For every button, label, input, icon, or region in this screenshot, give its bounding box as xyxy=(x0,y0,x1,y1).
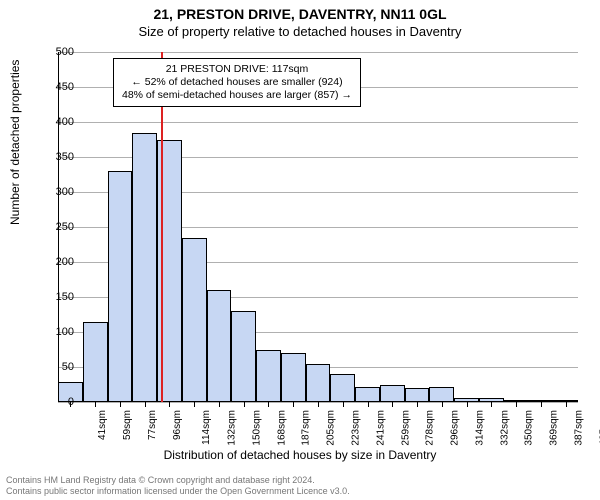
x-tick-label: 350sqm xyxy=(524,410,535,446)
footer-line2: Contains public sector information licen… xyxy=(6,486,350,497)
histogram-bar xyxy=(83,322,108,403)
x-tick xyxy=(145,402,146,407)
x-tick-label: 77sqm xyxy=(147,410,158,440)
x-tick xyxy=(467,402,468,407)
y-tick-label: 100 xyxy=(34,326,74,338)
x-tick-label: 168sqm xyxy=(276,410,287,446)
x-tick-label: 369sqm xyxy=(549,410,560,446)
histogram-bar xyxy=(281,353,306,402)
histogram-bar xyxy=(256,350,281,403)
y-tick-label: 150 xyxy=(34,291,74,303)
x-tick-label: 241sqm xyxy=(375,410,386,446)
x-tick xyxy=(194,402,195,407)
y-tick-label: 50 xyxy=(34,361,74,373)
x-tick xyxy=(244,402,245,407)
x-tick-label: 259sqm xyxy=(400,410,411,446)
annotation-line1: 21 PRESTON DRIVE: 117sqm xyxy=(122,63,352,76)
x-tick-label: 150sqm xyxy=(252,410,263,446)
y-tick-label: 300 xyxy=(34,186,74,198)
x-tick xyxy=(169,402,170,407)
x-tick xyxy=(293,402,294,407)
x-tick xyxy=(491,402,492,407)
x-tick-label: 296sqm xyxy=(450,410,461,446)
y-tick-label: 0 xyxy=(34,396,74,408)
x-tick-label: 314sqm xyxy=(474,410,485,446)
x-tick-label: 332sqm xyxy=(499,410,510,446)
x-tick xyxy=(442,402,443,407)
page: 21, PRESTON DRIVE, DAVENTRY, NN11 0GL Si… xyxy=(0,0,600,500)
y-tick-label: 350 xyxy=(34,151,74,163)
x-tick xyxy=(541,402,542,407)
histogram-bar xyxy=(108,171,133,402)
x-axis-label: Distribution of detached houses by size … xyxy=(0,448,600,462)
x-tick-label: 114sqm xyxy=(201,410,212,445)
x-tick xyxy=(120,402,121,407)
x-tick xyxy=(318,402,319,407)
annotation-box: 21 PRESTON DRIVE: 117sqm ← 52% of detach… xyxy=(113,58,361,107)
histogram-bar xyxy=(429,387,454,402)
histogram-plot: 41sqm59sqm77sqm96sqm114sqm132sqm150sqm16… xyxy=(58,52,578,402)
page-subtitle: Size of property relative to detached ho… xyxy=(0,22,600,39)
y-tick-label: 250 xyxy=(34,221,74,233)
x-tick xyxy=(368,402,369,407)
x-tick xyxy=(95,402,96,407)
y-tick-label: 500 xyxy=(34,46,74,58)
x-tick-label: 132sqm xyxy=(227,410,238,446)
histogram-bar xyxy=(231,311,256,402)
histogram-bar xyxy=(207,290,232,402)
x-tick xyxy=(566,402,567,407)
histogram-bar xyxy=(380,385,405,403)
annotation-line2: ← 52% of detached houses are smaller (92… xyxy=(122,76,352,89)
x-tick xyxy=(516,402,517,407)
footer-line1: Contains HM Land Registry data © Crown c… xyxy=(6,475,350,486)
x-tick-label: 223sqm xyxy=(351,410,362,446)
histogram-bar xyxy=(306,364,331,403)
footer: Contains HM Land Registry data © Crown c… xyxy=(6,475,350,498)
x-tick-label: 59sqm xyxy=(122,410,133,440)
y-axis-label: Number of detached properties xyxy=(8,60,22,225)
x-tick xyxy=(392,402,393,407)
x-tick-label: 187sqm xyxy=(301,410,312,446)
x-tick-label: 387sqm xyxy=(573,410,584,446)
x-tick xyxy=(343,402,344,407)
y-tick-label: 400 xyxy=(34,116,74,128)
histogram-bar xyxy=(182,238,207,403)
y-tick-label: 200 xyxy=(34,256,74,268)
x-tick xyxy=(417,402,418,407)
histogram-bar xyxy=(132,133,157,403)
histogram-bar xyxy=(405,388,430,402)
x-tick-label: 41sqm xyxy=(97,410,108,440)
histogram-bar xyxy=(330,374,355,402)
x-tick xyxy=(268,402,269,407)
x-tick-label: 278sqm xyxy=(425,410,436,446)
x-tick-label: 96sqm xyxy=(172,410,183,440)
annotation-line3: 48% of semi-detached houses are larger (… xyxy=(122,89,352,102)
x-tick xyxy=(219,402,220,407)
histogram-bar xyxy=(355,387,380,402)
page-title: 21, PRESTON DRIVE, DAVENTRY, NN11 0GL xyxy=(0,0,600,22)
x-tick-label: 205sqm xyxy=(326,410,337,446)
y-tick-label: 450 xyxy=(34,81,74,93)
